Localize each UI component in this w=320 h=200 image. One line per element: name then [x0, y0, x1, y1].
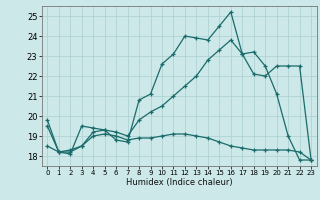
X-axis label: Humidex (Indice chaleur): Humidex (Indice chaleur): [126, 178, 233, 187]
